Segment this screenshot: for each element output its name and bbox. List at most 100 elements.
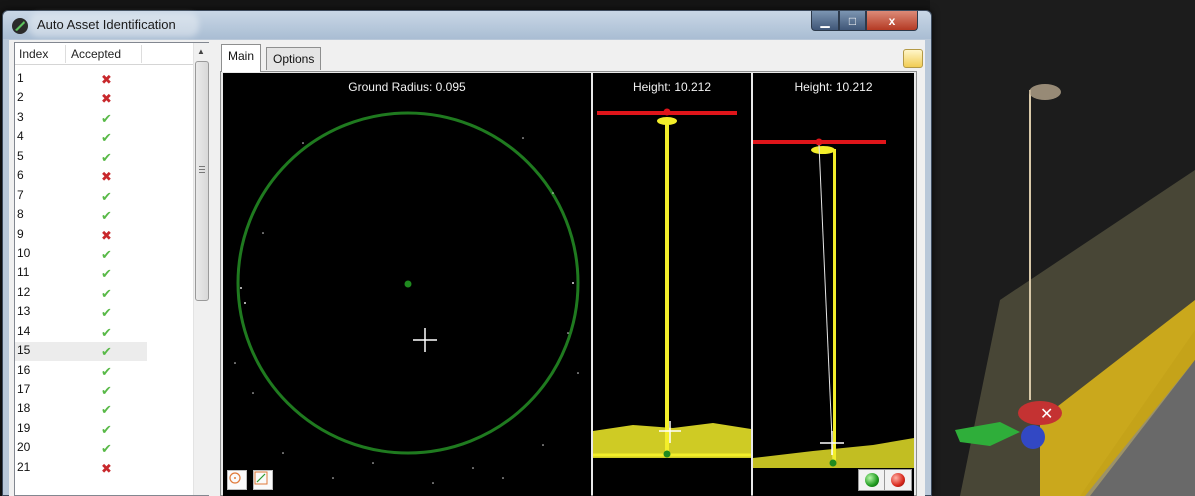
height-side-canvas [753, 138, 914, 468]
close-icon: x [888, 13, 896, 28]
list-scrollbar[interactable]: ▲ [193, 43, 209, 495]
ground-radius-label: Ground Radius: 0.095 [348, 80, 466, 94]
height-side-view[interactable]: Height: 10.212 [753, 73, 914, 496]
row-index: 3 [17, 109, 24, 124]
row-index: 11 [17, 265, 30, 280]
list-item[interactable]: 14 ✔ [15, 323, 193, 344]
ground-points [593, 423, 751, 458]
accepted-check-icon: ✔ [101, 305, 112, 321]
list-item[interactable]: 1 ✖ [15, 71, 193, 91]
row-index: 16 [17, 362, 31, 377]
list-item[interactable]: 13 ✔ [15, 304, 193, 324]
ground-view[interactable]: Ground Radius: 0.095 [223, 73, 591, 496]
reject-ball-icon [891, 473, 905, 487]
rejected-cross-icon: ✖ [101, 227, 112, 243]
list-item[interactable]: 16 ✔ [15, 362, 193, 383]
list-item[interactable]: 8 ✔ [15, 207, 193, 227]
ground-scatter-points [234, 137, 579, 484]
list-item[interactable]: 3 ✔ [15, 109, 193, 130]
row-index: 4 [17, 129, 24, 144]
list-item[interactable]: 5 ✔ [15, 148, 193, 169]
list-item[interactable]: 21 ✖ [15, 459, 193, 480]
tab-main[interactable]: Main [221, 44, 262, 72]
close-button[interactable]: x [866, 11, 918, 31]
row-index: 17 [17, 382, 31, 396]
title-bar[interactable]: Auto Asset Identification ▁ □ x [3, 11, 931, 39]
list-item[interactable]: 19 ✔ [15, 420, 193, 441]
row-index: 21 [17, 459, 31, 474]
accepted-check-icon: ✔ [101, 208, 112, 224]
maximize-button[interactable]: □ [839, 11, 866, 31]
list-item[interactable]: 9 ✖ [15, 226, 193, 247]
tab-options[interactable]: Options [266, 47, 322, 70]
accept-button[interactable] [858, 469, 886, 491]
pole-top-cluster [811, 146, 835, 154]
line-tool-icon [254, 471, 268, 485]
list-item[interactable]: 15 ✔ [15, 342, 193, 363]
height-side-label: Height: 10.212 [794, 80, 873, 94]
scroll-up-icon[interactable]: ▲ [197, 47, 205, 56]
list-item[interactable]: 2 ✖ [15, 90, 193, 110]
row-index: 7 [17, 187, 24, 202]
reject-button[interactable] [884, 469, 912, 491]
row-index: 9 [17, 226, 24, 241]
accepted-check-icon: ✔ [101, 266, 112, 282]
accepted-check-icon: ✔ [101, 344, 112, 360]
height-front-label: Height: 10.212 [632, 80, 712, 94]
row-index: 19 [17, 420, 31, 435]
accepted-check-icon: ✔ [101, 324, 112, 340]
crosshair-icon [659, 421, 681, 443]
list-item[interactable]: 20 ✔ [15, 440, 193, 460]
list-item[interactable]: 10 ✔ [15, 246, 193, 266]
asset-list[interactable]: Index Accepted 1 ✖ 2 ✖ 3 ✔ 4 ✔ 5 ✔ 6 ✖ 7 ✔ 8 ✔ 9 ✖ 10 ✔ 11 ✔ 1… [14, 42, 209, 496]
accepted-check-icon: ✔ [101, 383, 112, 398]
row-index: 8 [17, 207, 24, 222]
accepted-check-icon: ✔ [101, 363, 112, 379]
minimize-button[interactable]: ▁ [811, 11, 839, 31]
column-separator[interactable] [141, 45, 142, 63]
column-header-accepted[interactable]: Accepted [71, 47, 122, 61]
crosshair-icon [413, 328, 437, 352]
accepted-check-icon: ✔ [101, 285, 112, 301]
list-item[interactable]: 11 ✔ [15, 265, 193, 285]
minimize-icon: ▁ [820, 13, 830, 28]
pole-points [833, 149, 836, 461]
pole-top-marker [663, 108, 671, 116]
list-item[interactable]: 17 ✔ [15, 382, 193, 402]
options-panel-icon[interactable] [903, 49, 923, 68]
list-rows: 1 ✖ 2 ✖ 3 ✔ 4 ✔ 5 ✔ 6 ✖ 7 ✔ 8 ✔ 9 ✖ 10 ✔ 11 ✔ 12 ✔ 13 ✔ 14 ✔ 15 ✔ 16 ✔ 1… [15, 71, 193, 480]
list-item[interactable]: 4 ✔ [15, 129, 193, 149]
list-item[interactable]: 18 ✔ [15, 401, 193, 421]
scrollbar-thumb[interactable] [195, 61, 209, 301]
ground-center-point [404, 280, 412, 288]
row-index: 15 [17, 343, 31, 358]
rejected-cross-icon: ✖ [101, 91, 112, 107]
app-logo-icon [12, 18, 28, 34]
height-front-view[interactable]: Height: 10.212 [593, 73, 751, 496]
circle-tool-button[interactable] [227, 470, 247, 490]
list-header: Index Accepted [15, 43, 193, 65]
list-item[interactable]: 7 ✔ [15, 187, 193, 208]
rejected-cross-icon: ✖ [101, 169, 112, 185]
height-front-canvas [593, 108, 751, 458]
line-tool-button[interactable] [253, 470, 273, 490]
accepted-check-icon: ✔ [101, 149, 112, 165]
column-separator[interactable] [65, 45, 66, 63]
accept-ball-icon [865, 473, 879, 487]
row-index: 14 [17, 323, 31, 338]
rejected-cross-icon: ✖ [101, 460, 112, 476]
row-index: 18 [17, 401, 31, 416]
pole-base-marker [829, 459, 837, 467]
list-item[interactable]: 12 ✔ [15, 285, 193, 305]
row-index: 6 [17, 168, 24, 183]
column-header-index[interactable]: Index [19, 47, 49, 61]
row-index: 5 [17, 148, 24, 163]
list-item[interactable]: 6 ✖ [15, 168, 193, 188]
accepted-check-icon: ✔ [101, 246, 112, 262]
pole-top-marker [815, 138, 823, 146]
row-index: 1 [17, 71, 24, 85]
accepted-check-icon: ✔ [101, 402, 112, 418]
accepted-check-icon: ✔ [101, 110, 112, 126]
pole-lean-line [818, 144, 834, 462]
pole-base-marker [663, 450, 671, 458]
